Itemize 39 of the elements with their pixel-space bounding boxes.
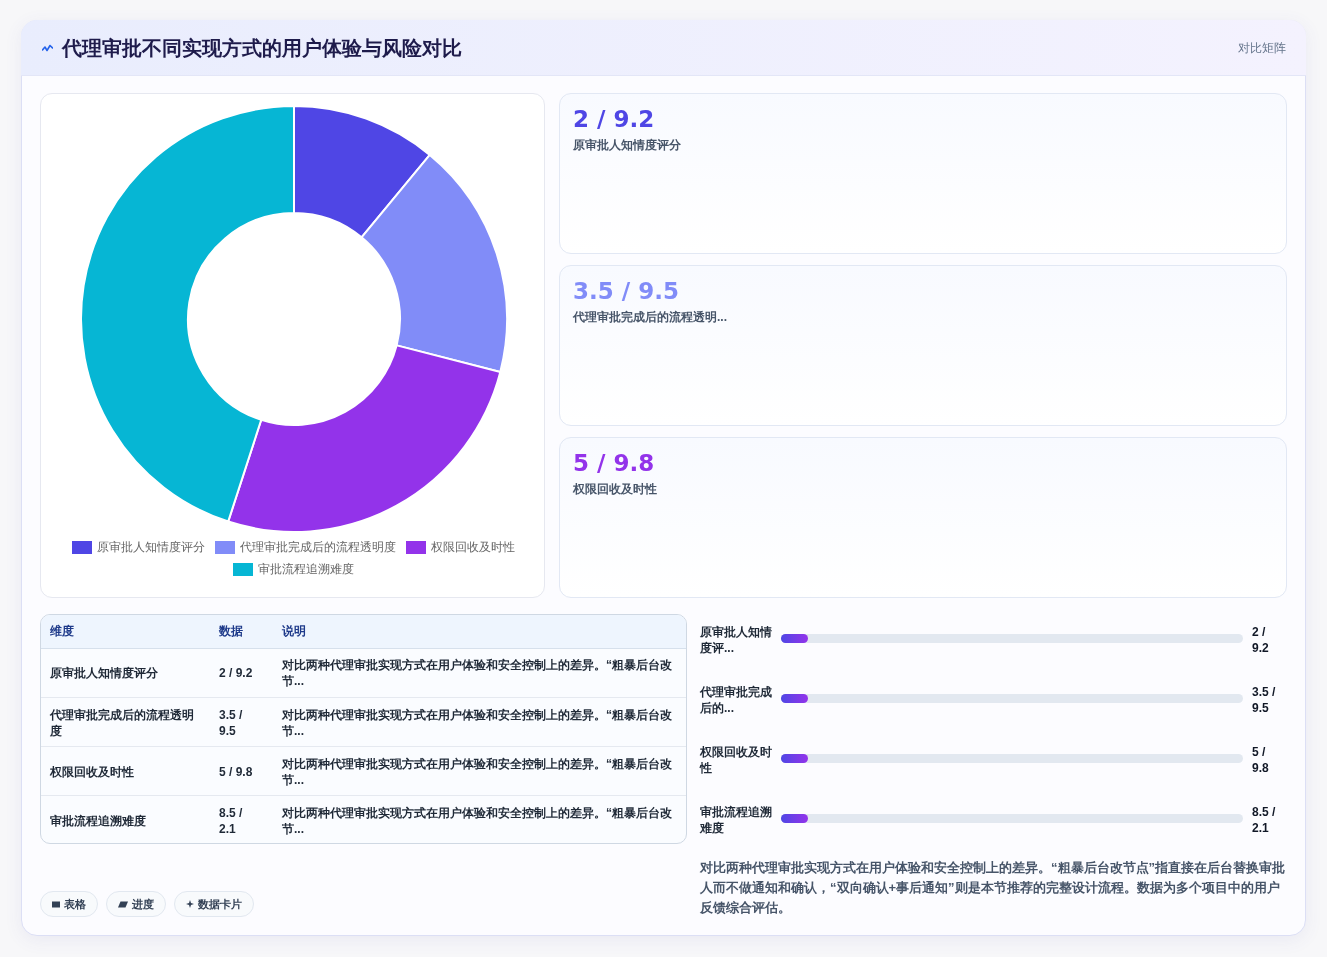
text: 代理审批完成后的流程透明... [573, 309, 728, 325]
legend-label: 权限回收及时性 [431, 538, 515, 556]
text: 代理审批完成后的流程透明度 [50, 706, 195, 739]
text: 原审批人知情度评... [700, 624, 773, 656]
text: 8.5 / 2.1 [1252, 804, 1277, 836]
text: 2 / 9.2 [219, 664, 253, 681]
legend-label: 审批流程追溯难度 [258, 560, 354, 578]
text: 8.5 / 2.1 [219, 804, 244, 837]
text: 原审批人知情度评分 [50, 664, 158, 681]
text: 权限回收及时性 [700, 744, 773, 776]
text: 代理审批不同实现方式的用户体验与风险对比 [62, 36, 462, 61]
text: 权限回收及时性 [50, 763, 134, 780]
text: 2 / 9.2 [573, 105, 655, 134]
text: 权限回收及时性 [573, 481, 657, 497]
text: 代理审批完成后的... [700, 684, 773, 716]
text: 原审批人知情度评分 [573, 137, 681, 153]
legend-label: 原审批人知情度评分 [97, 538, 205, 556]
text: 5 / 9.8 [573, 449, 655, 478]
text: 2 / 9.2 [1252, 624, 1270, 656]
text: 维度 [50, 623, 74, 639]
text: 说明 [282, 623, 306, 639]
text: 对比两种代理审批实现方式在用户体验和安全控制上的差异。“粗暴后台改节点”指直接在后台替换审批人而不做通知和确认，“双向确认+事后通知”则是本节推荐的完整设计流程。数据为多个项目中的用户反馈综合评估。 [700, 859, 1286, 917]
text: 5 / 9.8 [1252, 744, 1270, 776]
text: 审批流程追溯难度 [50, 812, 146, 829]
text: 3.5 / 9.5 [573, 277, 679, 306]
text: 对比两种代理审批实现方式在用户体验和安全控制上的差异。“粗暴后台改节... [282, 755, 673, 788]
text: 对比两种代理审批实现方式在用户体验和安全控制上的差异。“粗暴后台改节... [282, 804, 673, 837]
text: 3.5 / 9.5 [1252, 684, 1277, 716]
text: 表格 [64, 896, 86, 912]
text: 3.5 / 9.5 [219, 706, 244, 739]
text: 数据 [219, 623, 243, 639]
text: 对比两种代理审批实现方式在用户体验和安全控制上的差异。“粗暴后台改节... [282, 656, 673, 689]
text: 对比两种代理审批实现方式在用户体验和安全控制上的差异。“粗暴后台改节... [282, 706, 673, 739]
text: 审批流程追溯难度 [700, 804, 773, 836]
legend-label: 代理审批完成后的流程透明度 [240, 538, 396, 556]
text: 5 / 9.8 [219, 763, 253, 780]
text: 对比矩阵 [1238, 40, 1286, 56]
text: 进度 [132, 896, 154, 912]
text: 数据卡片 [198, 896, 242, 912]
